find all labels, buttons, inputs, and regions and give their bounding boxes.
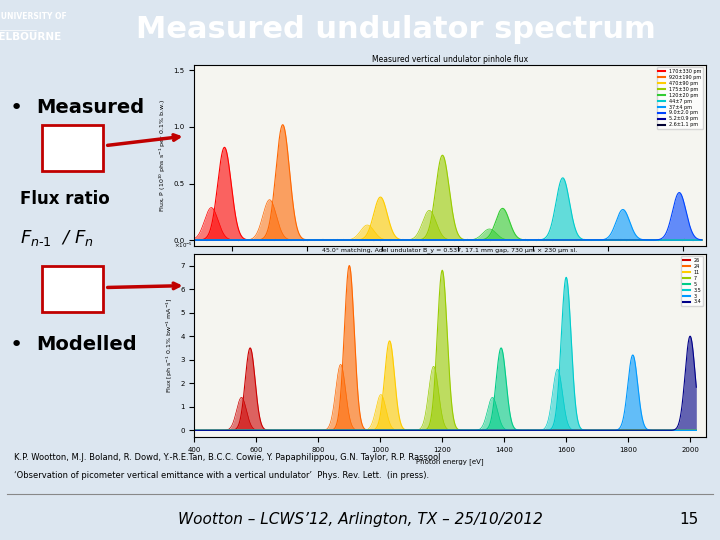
Text: Flux ratio: Flux ratio [20, 190, 110, 208]
Text: 15: 15 [679, 512, 698, 527]
Title: Measured vertical undulator pinhole flux: Measured vertical undulator pinhole flux [372, 55, 528, 64]
Y-axis label: Flux [ph s$^{-1}$ 0.1% bw$^{-1}$ mA$^{-1}$]: Flux [ph s$^{-1}$ 0.1% bw$^{-1}$ mA$^{-1… [164, 298, 175, 394]
Text: Measured: Measured [36, 98, 145, 117]
Text: THE UNIVERSITY OF: THE UNIVERSITY OF [0, 12, 67, 21]
Text: •: • [10, 335, 23, 355]
Text: $F_{n\text{-}1}$  / $F_{n}$: $F_{n\text{-}1}$ / $F_{n}$ [20, 228, 94, 248]
Text: Wootton – LCWS’12, Arlington, TX – 25/10/2012: Wootton – LCWS’12, Arlington, TX – 25/10… [178, 512, 542, 527]
Text: 7: 7 [73, 147, 81, 160]
Text: ‘Observation of picometer vertical emittance with a vertical undulator’  Phys. R: ‘Observation of picometer vertical emitt… [14, 471, 430, 480]
Title: 45.0° matching, Adel undulator B_y = 0.537, 17.1 mm gap, 730 μm × 230 μm sl.: 45.0° matching, Adel undulator B_y = 0.5… [323, 247, 577, 253]
Legend: 26, 24, 11, 7, 5, 3.5, 3, 3.4: 26, 24, 11, 7, 5, 3.5, 3, 3.4 [681, 256, 703, 306]
Text: •: • [10, 98, 23, 118]
Text: $F$: $F$ [58, 137, 71, 156]
Text: K.P. Wootton, M.J. Boland, R. Dowd, Y.-R.E.Tan, B.C.C. Cowie, Y. Papaphilippou, : K.P. Wootton, M.J. Boland, R. Dowd, Y.-R… [14, 454, 441, 462]
Legend: 170±330 pm, 920±190 pm, 470±90 pm, 175±30 pm, 120±20 pm, 44±7 pm, 37±4 pm, 9.0±2: 170±330 pm, 920±190 pm, 470±90 pm, 175±3… [657, 68, 703, 129]
Text: Measured undulator spectrum: Measured undulator spectrum [136, 15, 656, 44]
Text: MELBOURNE: MELBOURNE [0, 32, 60, 42]
FancyBboxPatch shape [42, 125, 103, 171]
Text: $F$: $F$ [58, 279, 71, 298]
Text: 6: 6 [73, 289, 81, 302]
X-axis label: Photon energy (eV): Photon energy (eV) [416, 267, 484, 273]
Text: $\times 10^{-5}$: $\times 10^{-5}$ [174, 241, 193, 250]
FancyBboxPatch shape [42, 266, 103, 313]
Y-axis label: Flux, P (10$^{10}$ phs s$^{-1}$ per 0.1% b.w.): Flux, P (10$^{10}$ phs s$^{-1}$ per 0.1%… [158, 99, 168, 212]
Text: Modelled: Modelled [36, 335, 137, 354]
X-axis label: Photon energy [eV]: Photon energy [eV] [416, 458, 484, 465]
